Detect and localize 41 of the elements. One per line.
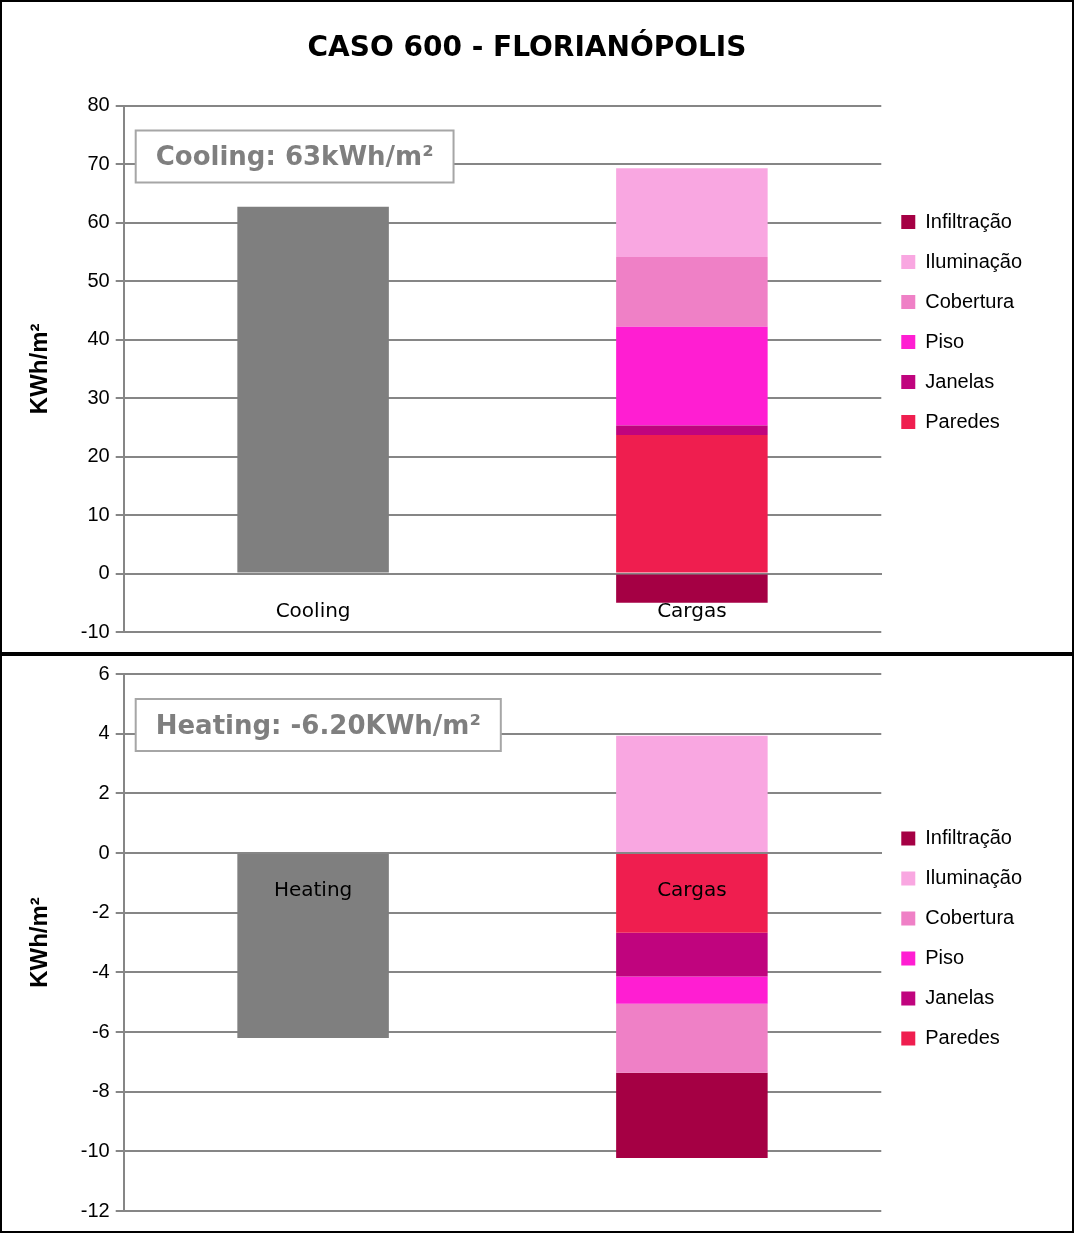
y-tick-label: 2 <box>98 780 110 803</box>
y-axis-title: KWh/m² <box>25 897 53 988</box>
legend-label: Cobertura <box>925 906 1016 929</box>
y-tick-label: -2 <box>91 900 110 923</box>
y-tick-label: -10 <box>80 1138 110 1161</box>
y-tick-label: 20 <box>87 444 110 467</box>
legend-label: Piso <box>925 329 965 352</box>
y-tick-label: -6 <box>91 1019 110 1042</box>
y-tick-label: 4 <box>98 721 110 744</box>
y-tick-label: 6 <box>98 661 110 684</box>
legend-label: Janelas <box>925 986 995 1009</box>
y-tick-label: 40 <box>87 327 110 350</box>
chart-title: CASO 600 - FLORIANÓPOLIS <box>307 29 747 64</box>
y-tick-label: 70 <box>87 151 110 174</box>
y-tick-label: 80 <box>87 93 110 116</box>
legend-label: Iluminação <box>925 249 1022 272</box>
annotation: Heating: -6.20KWh/m² <box>155 709 481 740</box>
y-tick-label: -4 <box>91 959 110 982</box>
x-tick-label: Heating <box>273 877 353 902</box>
x-tick-label: Cargas <box>657 597 727 622</box>
y-tick-label: 50 <box>87 268 110 291</box>
y-axis-title: KWh/m² <box>25 323 53 415</box>
x-tick-label: Cargas <box>657 877 727 902</box>
legend-label: Janelas <box>925 369 995 392</box>
legend-label: Paredes <box>925 1026 1000 1049</box>
annotation: Cooling: 63kWh/m² <box>155 141 434 172</box>
legend-label: Infiltração <box>925 209 1012 232</box>
legend-label: Iluminação <box>925 866 1022 889</box>
y-tick-label: 0 <box>98 840 110 863</box>
y-tick-label: 30 <box>87 385 110 408</box>
x-tick-label: Cooling <box>275 597 351 622</box>
legend-label: Cobertura <box>925 289 1016 312</box>
y-tick-label: 60 <box>87 210 110 233</box>
legend-label: Paredes <box>925 409 1000 432</box>
legend-label: Piso <box>925 946 965 969</box>
y-tick-label: 0 <box>98 561 110 584</box>
y-tick-label: -12 <box>80 1198 110 1221</box>
y-tick-label: -10 <box>80 619 110 642</box>
y-tick-label: -8 <box>91 1079 110 1102</box>
y-tick-label: 10 <box>87 502 110 525</box>
legend-label: Infiltração <box>925 826 1012 849</box>
